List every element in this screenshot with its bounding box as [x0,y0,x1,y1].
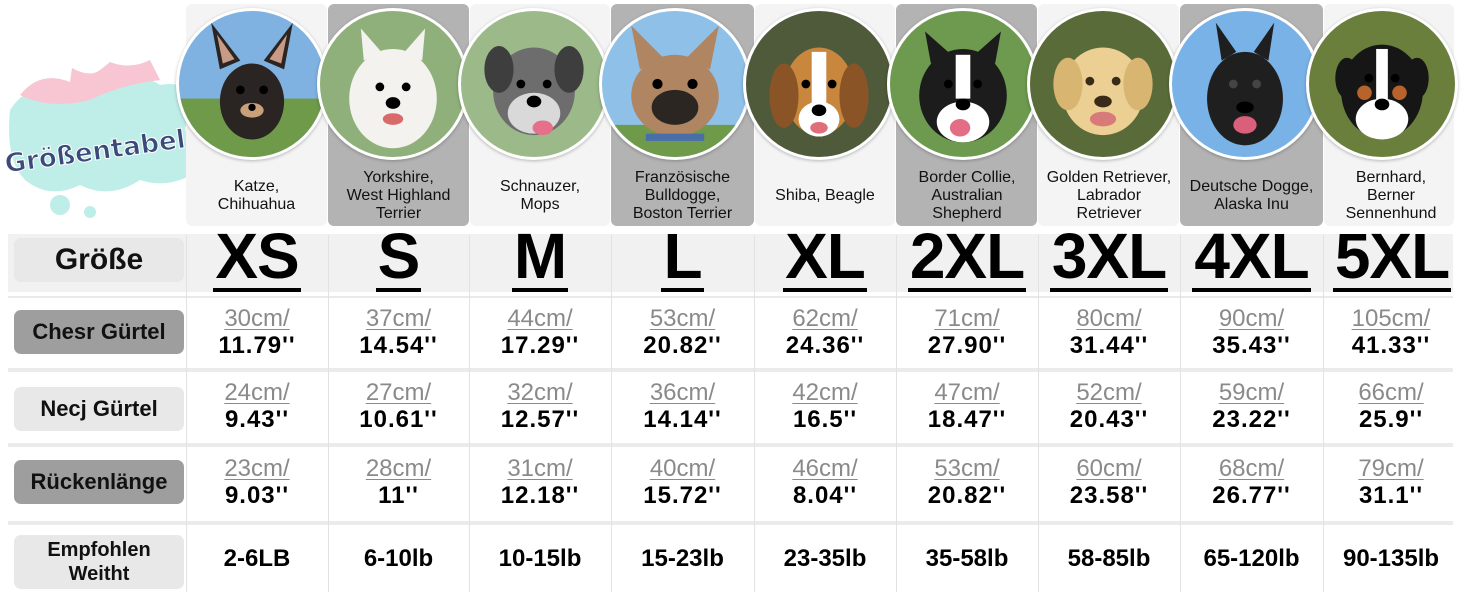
row-label-chest: Chesr Gürtel [14,310,184,354]
chest-4xl: 90cm/35.43'' [1212,305,1291,360]
avatar-great-dane [1169,8,1321,160]
weight-m: 10-15lb [498,545,582,572]
avatar-labrador [1027,8,1179,160]
weight-4xl: 65-120lb [1203,545,1300,572]
neck-xl: 42cm/16.5'' [792,379,858,434]
column-divider [754,235,755,592]
row-divider [8,368,1453,372]
size-s: S [375,220,422,292]
column-divider [186,235,187,592]
back-xl: 46cm/8.04'' [792,455,858,510]
column-divider [1323,235,1324,592]
breed-label-xl: Shiba, Beagle [775,187,875,204]
neck-m: 32cm/12.57'' [500,379,580,434]
row-divider [8,521,1453,525]
back-5xl: 79cm/31.1'' [1358,455,1424,510]
size-4xl: 4XL [1192,220,1311,292]
back-2xl: 53cm/20.82'' [927,455,1007,510]
breed-label-s: Yorkshire, West Highland Terrier [346,169,451,222]
column-divider [896,235,897,592]
back-m: 31cm/12.18'' [500,455,580,510]
back-4xl: 68cm/26.77'' [1212,455,1291,510]
avatar-schnauzer [458,8,610,160]
back-l: 40cm/15.72'' [643,455,722,510]
avatar-chihuahua [176,8,328,160]
breed-label-5xl: Bernhard, Berner Sennenhund [1345,169,1437,222]
row-label-neck: Necj Gürtel [14,387,184,431]
weight-5xl: 90-135lb [1342,545,1440,572]
weight-3xl: 58-85lb [1067,545,1151,572]
size-5xl: 5XL [1332,220,1452,292]
size-chart-title-logo: Größentabelle [2,60,214,218]
back-3xl: 60cm/23.58'' [1069,455,1149,510]
size-3xl: 3XL [1049,220,1169,292]
chest-2xl: 71cm/27.90'' [927,305,1007,360]
neck-xs: 24cm/9.43'' [224,379,290,434]
size-row-bg [8,234,1453,292]
back-s: 28cm/11'' [365,455,432,510]
column-divider [1180,235,1181,592]
avatar-french-bulldog [599,8,751,160]
chest-s: 37cm/14.54'' [359,305,438,360]
weight-xs: 2-6LB [223,545,291,572]
column-divider [1038,235,1039,592]
breed-label-2xl: Border Collie, Australian Shepherd [918,169,1016,222]
breed-label-3xl: Golden Retriever, Labrador Retriever [1046,169,1172,222]
avatar-bernese-mountain-dog [1306,8,1458,160]
row-label-back: Rückenlänge [14,460,184,504]
weight-s: 6-10lb [363,545,434,572]
avatar-border-collie [887,8,1039,160]
column-divider [611,235,612,592]
column-divider [469,235,470,592]
chest-xs: 30cm/11.79'' [218,305,296,360]
chest-xl: 62cm/24.36'' [785,305,865,360]
chest-l: 53cm/20.82'' [643,305,722,360]
row-divider [8,296,1453,298]
column-divider [328,235,329,592]
breed-label-m: Schnauzer, Mops [499,178,581,213]
size-m: M [511,220,569,292]
chest-m: 44cm/17.29'' [500,305,580,360]
neck-4xl: 59cm/23.22'' [1212,379,1291,434]
breed-label-4xl: Deutsche Dogge, Alaska Inu [1189,178,1314,213]
breed-label-xs: Katze, Chihuahua [217,178,296,213]
row-label-size: Größe [14,238,184,282]
avatar-west-highland-terrier [317,8,469,160]
neck-3xl: 52cm/20.43'' [1069,379,1149,434]
weight-2xl: 35-58lb [925,545,1009,572]
weight-xl: 23-35lb [783,545,867,572]
chest-5xl: 105cm/41.33'' [1351,305,1431,360]
breed-label-l: Französische Bulldogge, Boston Terrier [632,169,733,222]
row-label-weight: Empfohlen Weitht [14,535,184,589]
neck-2xl: 47cm/18.47'' [927,379,1007,434]
size-xs: XS [213,220,301,292]
neck-s: 27cm/10.61'' [359,379,438,434]
neck-5xl: 66cm/25.9'' [1358,379,1424,434]
size-l: L [661,220,704,292]
neck-l: 36cm/14.14'' [643,379,722,434]
size-xl: XL [783,220,867,292]
weight-l: 15-23lb [641,545,724,572]
chest-3xl: 80cm/31.44'' [1069,305,1149,360]
size-2xl: 2XL [907,220,1027,292]
back-xs: 23cm/9.03'' [224,455,290,510]
avatar-beagle [743,8,895,160]
row-divider [8,443,1453,447]
